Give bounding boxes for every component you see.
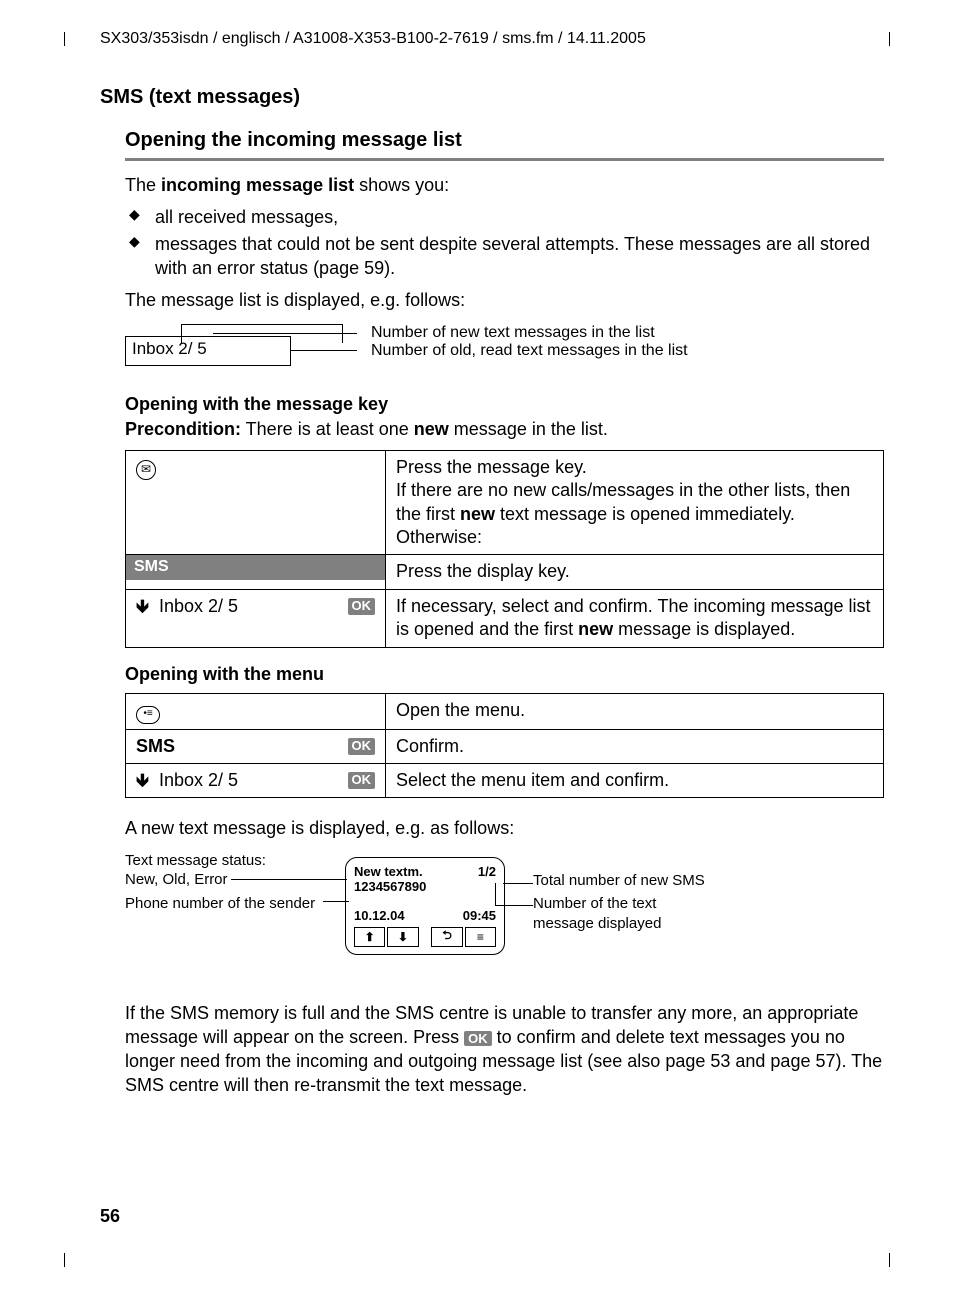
nav-down-icon: ⬇ <box>387 927 418 947</box>
doc-header-path: SX303/353isdn / englisch / A31008-X353-B… <box>100 30 894 48</box>
message-number-label-2: message displayed <box>533 914 705 934</box>
table-cell: If necessary, select and confirm. The in… <box>386 589 884 647</box>
table-cell: Press the display key. <box>386 555 884 589</box>
inbox-note-bottom: Number of old, read text messages in the… <box>371 342 688 360</box>
step-text: If there are no new calls/messages in th… <box>396 479 873 549</box>
down-arrow-icon: 🡻 <box>136 595 149 618</box>
phone-display-diagram: Text message status: New, Old, Error Pho… <box>125 851 884 971</box>
intro-bold: incoming message list <box>161 175 354 195</box>
status-label-line1: Text message status: <box>125 851 325 871</box>
sender-label: Phone number of the sender <box>125 894 325 914</box>
bullet-list: all received messages, messages that cou… <box>125 205 884 280</box>
ok-key-badge: OK <box>348 772 376 789</box>
after-tables-line: A new text message is displayed, e.g. as… <box>125 816 884 840</box>
inbox-diagram: Inbox 2/ 5 Number of new text messages i… <box>125 326 884 374</box>
inbox-menu-item: Inbox 2/ 5 <box>159 595 238 618</box>
list-display-line: The message list is displayed, e.g. foll… <box>125 288 884 312</box>
ok-key-badge: OK <box>348 598 376 615</box>
text-bold: new <box>578 619 613 639</box>
message-count: 1/2 <box>478 864 496 879</box>
subsection-heading: Opening the incoming message list <box>125 129 884 152</box>
ok-key-badge: OK <box>348 738 376 755</box>
precond-bold: new <box>414 419 449 439</box>
precondition-line: Precondition: There is at least one new … <box>125 417 884 441</box>
precond-text: There is at least one <box>241 419 414 439</box>
table-cell: Select the menu item and confirm. <box>386 763 884 797</box>
phone-screen: New textm. 1/2 1234567890 10.12.04 09:45… <box>345 857 505 955</box>
message-number-label-1: Number of the text <box>533 894 705 914</box>
intro-line: The incoming message list shows you: <box>125 173 884 197</box>
ok-key-badge: OK <box>464 1031 492 1046</box>
memory-full-paragraph: If the SMS memory is full and the SMS ce… <box>125 1001 884 1098</box>
message-key-icon: ✉ <box>136 460 156 480</box>
table-cell: Open the menu. <box>386 693 884 729</box>
steps-table-key: ✉ Press the message key. If there are no… <box>125 450 884 648</box>
back-icon: ⮌ <box>431 927 462 947</box>
total-sms-label: Total number of new SMS <box>533 871 705 891</box>
list-item: messages that could not be sent despite … <box>125 232 884 281</box>
table-cell: ✉ <box>126 450 386 555</box>
table-cell: Confirm. <box>386 729 884 763</box>
table-cell: Press the message key. If there are no n… <box>386 450 884 555</box>
precond-suffix: message in the list. <box>449 419 608 439</box>
sender-number: 1234567890 <box>354 879 496 894</box>
inbox-note-top: Number of new text messages in the list <box>371 324 655 342</box>
table-cell: SMS OK <box>126 729 386 763</box>
page-number: 56 <box>100 1206 120 1227</box>
nav-up-icon: ⬆ <box>354 927 385 947</box>
table-cell: SMS <box>126 555 386 589</box>
steps-table-menu: •≡ Open the menu. SMS OK Confirm. 🡻 <box>125 693 884 799</box>
inbox-menu-item: Inbox 2/ 5 <box>159 769 238 792</box>
section-heading: SMS (text messages) <box>100 86 884 109</box>
down-arrow-icon: 🡻 <box>136 769 149 792</box>
menu-icon: ≡ <box>465 927 496 947</box>
table-cell: •≡ <box>126 693 386 729</box>
intro-prefix: The <box>125 175 161 195</box>
inbox-box: Inbox 2/ 5 <box>125 336 291 366</box>
open-menu-heading: Opening with the menu <box>125 664 884 685</box>
message-status: New textm. <box>354 864 423 879</box>
divider <box>125 158 884 161</box>
sms-menu-item: SMS <box>136 735 175 758</box>
text-bold: new <box>460 504 495 524</box>
message-time: 09:45 <box>463 908 496 923</box>
message-date: 10.12.04 <box>354 908 405 923</box>
text: message is displayed. <box>613 619 795 639</box>
intro-suffix: shows you: <box>354 175 449 195</box>
precond-prefix: Precondition: <box>125 419 241 439</box>
table-cell: 🡻 Inbox 2/ 5 OK <box>126 763 386 797</box>
table-cell: 🡻 Inbox 2/ 5 OK <box>126 589 386 647</box>
status-label-line2: New, Old, Error <box>125 870 325 890</box>
menu-key-icon: •≡ <box>136 706 160 724</box>
open-key-heading: Opening with the message key <box>125 394 884 415</box>
step-text: Press the message key. <box>396 456 873 479</box>
list-item: all received messages, <box>125 205 884 229</box>
sms-display-key: SMS <box>126 555 385 580</box>
